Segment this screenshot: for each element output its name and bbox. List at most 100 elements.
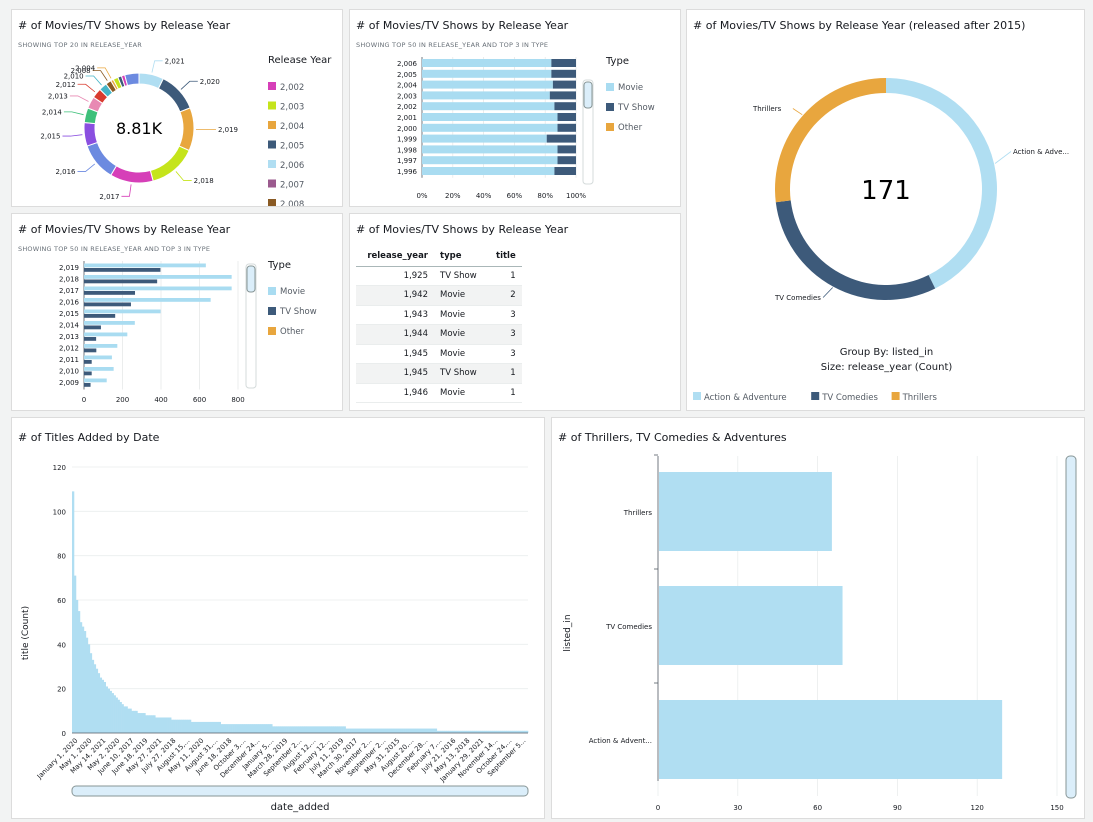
bar[interactable]: [179, 719, 182, 733]
bar[interactable]: [73, 575, 77, 733]
bar[interactable]: [91, 659, 95, 733]
bar[interactable]: [167, 717, 170, 733]
bar[interactable]: [416, 728, 420, 733]
bar[interactable]: [351, 728, 354, 733]
bar[interactable]: [240, 724, 243, 733]
bar[interactable]: [514, 730, 517, 733]
legend-item-label[interactable]: TV Show: [279, 307, 317, 317]
bar[interactable]: [327, 726, 331, 733]
bar-tv-show[interactable]: [84, 279, 158, 284]
bar[interactable]: [462, 730, 465, 733]
legend-item-label[interactable]: Movie: [280, 287, 305, 297]
bar[interactable]: [173, 719, 176, 733]
bar-tv-show[interactable]: [84, 302, 131, 307]
bar-movie[interactable]: [84, 298, 211, 302]
bar[interactable]: [298, 726, 301, 733]
bar[interactable]: [256, 724, 259, 733]
legend-item-label[interactable]: 2,007: [280, 181, 304, 191]
bar[interactable]: [315, 726, 319, 733]
bar[interactable]: [383, 728, 386, 733]
bar[interactable]: [335, 726, 338, 733]
bar[interactable]: [155, 717, 158, 733]
bar[interactable]: [244, 724, 247, 733]
bar[interactable]: [371, 728, 374, 733]
column-header-release-year[interactable]: release_year: [356, 247, 434, 267]
legend-item-label[interactable]: Other: [280, 327, 305, 337]
table-row[interactable]: 1,942 Movie 2: [356, 285, 522, 306]
bar[interactable]: [75, 600, 79, 733]
bar[interactable]: [414, 728, 418, 733]
bar-segment[interactable]: [557, 113, 576, 121]
bar[interactable]: [659, 700, 1003, 779]
bar[interactable]: [490, 730, 493, 733]
bar[interactable]: [343, 726, 346, 733]
bar[interactable]: [337, 726, 340, 733]
bar[interactable]: [103, 682, 107, 733]
bar[interactable]: [659, 586, 843, 665]
bar-segment[interactable]: [422, 134, 547, 143]
bar[interactable]: [428, 728, 432, 733]
bar[interactable]: [131, 710, 134, 733]
bar[interactable]: [377, 728, 380, 733]
bar[interactable]: [238, 724, 241, 733]
bar[interactable]: [296, 726, 299, 733]
bar[interactable]: [375, 728, 378, 733]
bar[interactable]: [430, 728, 434, 733]
bar[interactable]: [190, 721, 194, 733]
bar[interactable]: [210, 721, 214, 733]
legend-item-label[interactable]: 2,004: [280, 122, 304, 132]
bar[interactable]: [248, 724, 251, 733]
bar[interactable]: [484, 730, 487, 733]
bar[interactable]: [305, 726, 309, 733]
bar[interactable]: [407, 728, 410, 733]
bar[interactable]: [347, 728, 350, 733]
bar[interactable]: [518, 730, 521, 733]
bar[interactable]: [365, 728, 368, 733]
bar[interactable]: [220, 724, 223, 733]
release-year-table[interactable]: release_year type title 1,925 TV Show 1 1,9…: [356, 247, 522, 403]
bar[interactable]: [288, 726, 291, 733]
bar[interactable]: [474, 730, 477, 733]
donut-small-panel[interactable]: # of Movies/TV Shows by Release Year SHO…: [11, 9, 343, 207]
bar[interactable]: [280, 726, 283, 733]
bar[interactable]: [202, 721, 206, 733]
bar[interactable]: [454, 730, 457, 733]
bar[interactable]: [331, 726, 335, 733]
bar[interactable]: [258, 724, 261, 733]
bar[interactable]: [284, 726, 287, 733]
bar[interactable]: [426, 728, 430, 733]
bar[interactable]: [397, 728, 400, 733]
bar[interactable]: [424, 728, 428, 733]
bar[interactable]: [464, 730, 467, 733]
bar[interactable]: [456, 730, 459, 733]
bar[interactable]: [232, 724, 235, 733]
legend-item-label[interactable]: 2,005: [280, 142, 304, 152]
legend-item-label[interactable]: TV Comedies: [821, 393, 878, 403]
horizontal-scrollbar[interactable]: [71, 785, 529, 797]
bar[interactable]: [137, 713, 140, 733]
bar[interactable]: [524, 730, 527, 733]
bar[interactable]: [460, 730, 463, 733]
bar-segment[interactable]: [422, 80, 553, 89]
bar-movie[interactable]: [84, 378, 107, 383]
bar[interactable]: [319, 726, 323, 733]
bar[interactable]: [242, 724, 245, 733]
legend-item-label[interactable]: Action & Adventure: [704, 393, 787, 403]
bar[interactable]: [143, 713, 146, 733]
bar[interactable]: [274, 726, 277, 733]
bar[interactable]: [458, 730, 461, 733]
bar[interactable]: [282, 726, 285, 733]
bar[interactable]: [478, 730, 481, 733]
legend-item-label[interactable]: Movie: [618, 83, 643, 93]
table-panel[interactable]: # of Movies/TV Shows by Release Year rel…: [349, 213, 681, 411]
bar[interactable]: [476, 730, 479, 733]
bar-segment[interactable]: [554, 102, 576, 111]
bar[interactable]: [307, 726, 311, 733]
bar[interactable]: [97, 673, 101, 733]
bar[interactable]: [250, 724, 253, 733]
bar-stack-panel[interactable]: # of Movies/TV Shows by Release Year SHO…: [349, 9, 681, 207]
bar[interactable]: [339, 726, 342, 733]
column-header-title[interactable]: title: [490, 247, 522, 267]
bar[interactable]: [317, 726, 321, 733]
bar[interactable]: [300, 726, 303, 733]
